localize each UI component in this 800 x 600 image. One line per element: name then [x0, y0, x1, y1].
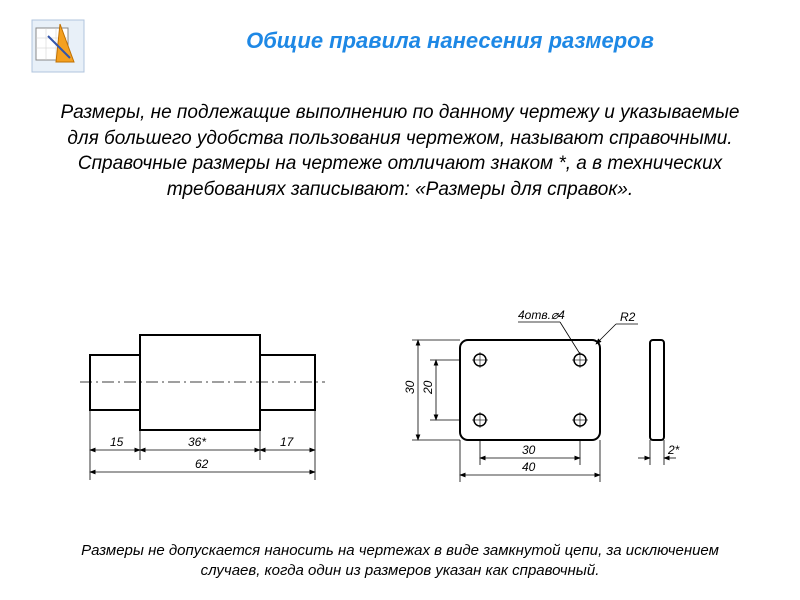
dim-v-total: 30	[403, 380, 417, 394]
right-figure: 20 30 30 40 4отв.⌀4 R2	[403, 310, 680, 482]
dim-radius: R2	[620, 310, 636, 324]
technical-drawings: 15 36* 17 62	[70, 310, 730, 510]
drafting-icon	[30, 18, 86, 74]
dim-a: 15	[110, 435, 124, 449]
dim-h-total: 40	[522, 460, 536, 474]
dim-thickness: 2*	[667, 443, 680, 457]
page-title: Общие правила нанесения размеров	[140, 28, 760, 54]
body-text: Размеры, не подлежащие выполнению по дан…	[50, 100, 750, 203]
dim-holes: 4отв.⌀4	[518, 310, 565, 322]
left-figure: 15 36* 17 62	[80, 335, 325, 480]
dim-h-in: 30	[522, 443, 536, 457]
dim-b: 36*	[188, 435, 206, 449]
dim-v-in: 20	[421, 380, 435, 395]
dim-total: 62	[195, 457, 209, 471]
dim-c: 17	[280, 435, 295, 449]
footnote-text: Размеры не допускается наносить на черте…	[50, 541, 750, 580]
